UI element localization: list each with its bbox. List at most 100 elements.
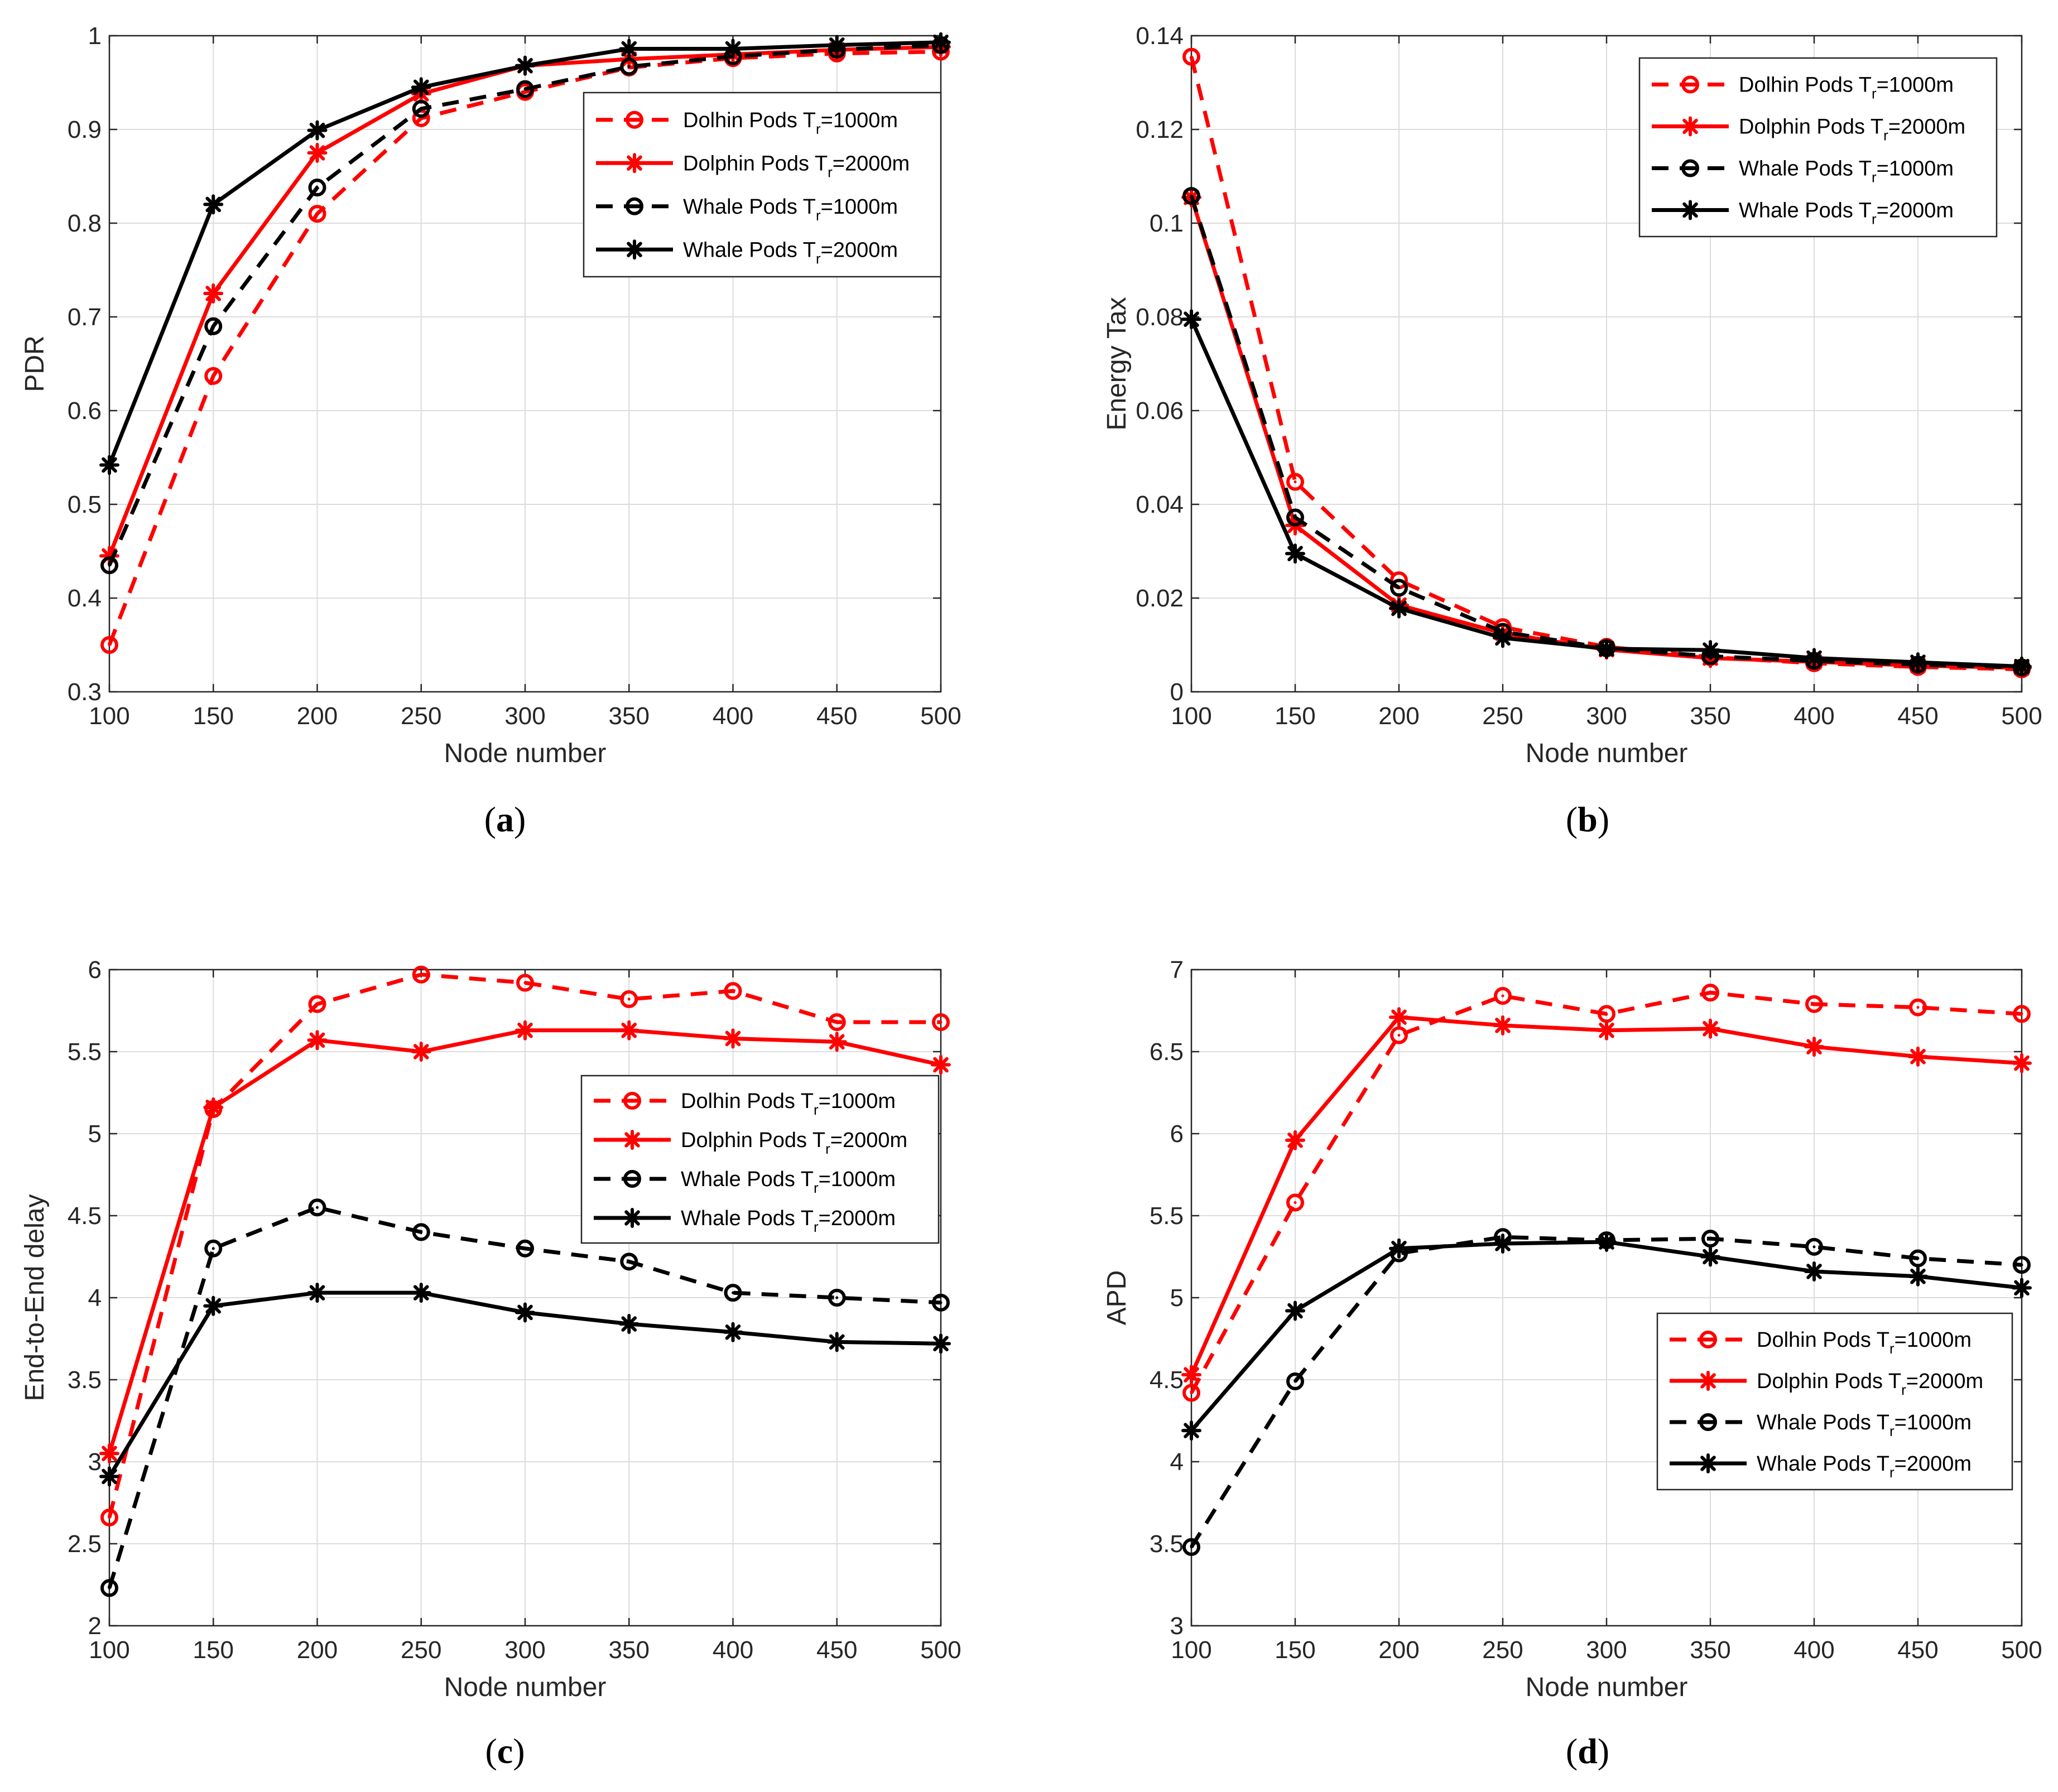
data-point-dot: [316, 212, 319, 215]
data-point: [411, 77, 431, 98]
data-point: [515, 1302, 535, 1323]
x-tick-label: 100: [89, 1636, 129, 1664]
x-tick-label: 350: [1690, 702, 1730, 730]
data-point: [932, 1013, 950, 1032]
y-tick-label: 0.6: [68, 397, 102, 425]
data-point-dot: [1294, 1201, 1297, 1204]
data-point-dot: [939, 1301, 943, 1304]
data-point-dot: [1397, 586, 1401, 590]
data-point: [1286, 1372, 1304, 1390]
y-tick-label: 5: [1170, 1284, 1184, 1312]
data-point: [99, 455, 119, 475]
y-tick-label: 0.3: [68, 678, 102, 706]
y-tick-label: 0.08: [1136, 304, 1184, 331]
data-point: [1804, 1261, 1824, 1282]
legend-marker: [1681, 159, 1699, 177]
data-point: [828, 1013, 846, 1032]
legend-marker: [1699, 1331, 1717, 1348]
legend-item: Whale Pods Tr=2000m: [1652, 199, 1954, 228]
y-axis-label: PDR: [20, 335, 50, 392]
data-point-dot: [523, 90, 527, 94]
data-point: [723, 1322, 743, 1342]
panel-a: 100 150 200 250 300 350 400 450 500 0.3 0.4 0.5 0.6 0…: [20, 22, 961, 839]
legend-marker: [624, 153, 645, 174]
legend: Dolhin Pods Tr=1000m Dolphin Pods Tr=2000…: [1638, 57, 1998, 238]
legend-marker-dot: [633, 118, 636, 122]
legend: Dolhin Pods Tr=1000m Dolphin Pods Tr=2000…: [580, 1075, 940, 1244]
x-tick-label: 100: [1171, 1636, 1211, 1664]
y-tick-label: 0.14: [1136, 22, 1184, 50]
legend-item: Dolphin Pods Tr=2000m: [596, 152, 910, 180]
x-tick-label: 400: [1793, 702, 1834, 730]
legend-marker: [622, 1130, 642, 1150]
legend-marker: [1680, 200, 1700, 220]
legend-marker: [1680, 116, 1700, 137]
y-tick-label: 0.06: [1136, 397, 1184, 425]
legend-label: Whale Pods Tr=2000m: [681, 1207, 896, 1235]
x-tick-label: 200: [1378, 1636, 1419, 1664]
y-tick-label: 3: [1170, 1612, 1184, 1640]
data-point: [1286, 508, 1304, 527]
data-point: [619, 38, 639, 59]
legend-item: Whale Pods Tr=1000m: [594, 1168, 896, 1196]
data-point-dot: [316, 1206, 319, 1209]
legend-marker-dot: [1689, 167, 1692, 170]
y-tick-label: 0.7: [68, 304, 102, 331]
x-tick-label: 150: [193, 702, 234, 730]
data-point: [1181, 1420, 1201, 1441]
data-point-dot: [732, 1291, 734, 1294]
x-tick-label: 350: [609, 1636, 650, 1664]
y-tick-label: 6.5: [1150, 1038, 1184, 1066]
data-point: [516, 1239, 534, 1258]
data-point: [204, 317, 223, 335]
x-axis-label: Node number: [1526, 739, 1688, 768]
y-tick-label: 0: [1170, 678, 1184, 706]
data-point: [1909, 1249, 1927, 1268]
data-point: [203, 1097, 224, 1117]
legend-label: Dolphin Pods Tr=2000m: [681, 1129, 907, 1157]
y-tick-label: 3: [88, 1448, 102, 1476]
data-point: [100, 556, 118, 575]
data-point-dot: [211, 1247, 215, 1250]
legend-label: Whale Pods Tr=2000m: [1739, 199, 1954, 228]
x-tick-label: 200: [1378, 702, 1419, 730]
legend-item: Dolphin Pods Tr=2000m: [1652, 115, 1965, 144]
x-tick-label: 100: [89, 702, 129, 730]
x-tick-label: 300: [504, 702, 545, 730]
x-axis-label: Node number: [1526, 1673, 1688, 1702]
data-point-dot: [835, 1296, 839, 1299]
data-point-dot: [211, 374, 215, 378]
x-axis-label: Node number: [444, 739, 607, 768]
panel-c: 100 150 200 250 300 350 400 450 500 2 2.5 3 3.5 4 4.5 5…: [20, 956, 961, 1771]
y-tick-label: 5.5: [68, 1038, 102, 1066]
data-point: [1286, 473, 1304, 491]
panel-caption: (b): [1566, 799, 1609, 839]
x-tick-label: 250: [1482, 702, 1523, 730]
legend-marker-dot: [631, 1099, 634, 1102]
data-point: [307, 1283, 328, 1303]
legend-label: Dolphin Pods Tr=2000m: [1739, 115, 1965, 144]
panel-d: 100 150 200 250 300 350 400 450 500 3 3.5 4 4.5 5 5.5 6…: [1102, 956, 2042, 1771]
x-tick-label: 450: [1897, 702, 1938, 730]
data-point: [1701, 1230, 1719, 1248]
x-tick-label: 400: [713, 702, 753, 730]
data-point: [307, 1030, 328, 1051]
x-tick-label: 500: [920, 702, 961, 730]
x-tick-label: 300: [1586, 1636, 1627, 1664]
data-point: [100, 636, 118, 654]
data-point: [1804, 1037, 1824, 1057]
legend-label: Whale Pods Tr=1000m: [683, 195, 898, 224]
y-tick-label: 0.4: [68, 585, 102, 612]
y-tick-label: 3.5: [68, 1366, 102, 1394]
data-point: [1494, 987, 1512, 1005]
x-tick-label: 450: [816, 702, 857, 730]
data-point: [1805, 1237, 1823, 1256]
legend-item: Whale Pods Tr=2000m: [596, 238, 898, 267]
data-point: [1389, 1238, 1409, 1259]
legend-marker-dot: [1706, 1338, 1710, 1341]
data-point: [2013, 1256, 2031, 1274]
legend-marker-dot: [1706, 1420, 1710, 1424]
legend-label: Dolphin Pods Tr=2000m: [683, 152, 910, 180]
data-point: [515, 55, 535, 76]
legend-label: Dolphin Pods Tr=2000m: [1757, 1370, 1983, 1398]
